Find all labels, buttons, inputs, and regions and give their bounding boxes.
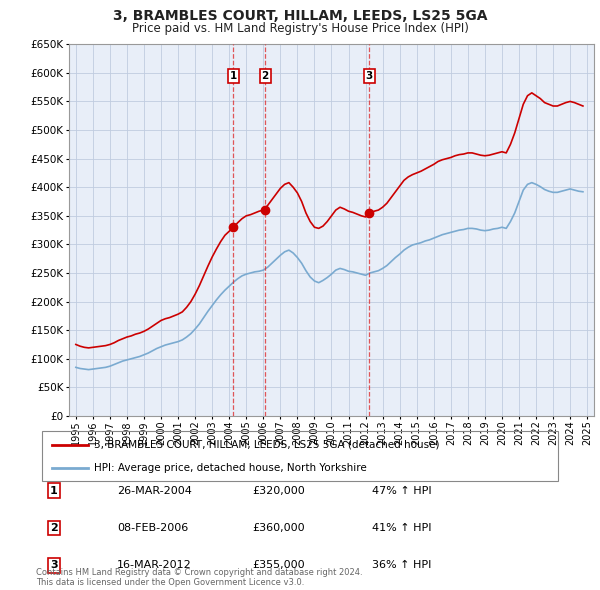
Text: 3: 3 bbox=[50, 560, 58, 570]
Text: 3: 3 bbox=[365, 71, 373, 81]
Text: 1: 1 bbox=[230, 71, 237, 81]
Text: 16-MAR-2012: 16-MAR-2012 bbox=[117, 560, 192, 570]
Text: 1: 1 bbox=[50, 486, 58, 496]
Text: 08-FEB-2006: 08-FEB-2006 bbox=[117, 523, 188, 533]
Text: £320,000: £320,000 bbox=[252, 486, 305, 496]
Text: HPI: Average price, detached house, North Yorkshire: HPI: Average price, detached house, Nort… bbox=[94, 463, 367, 473]
Text: 2: 2 bbox=[262, 71, 269, 81]
Text: 36% ↑ HPI: 36% ↑ HPI bbox=[372, 560, 431, 570]
Text: £360,000: £360,000 bbox=[252, 523, 305, 533]
Text: 47% ↑ HPI: 47% ↑ HPI bbox=[372, 486, 431, 496]
Text: Price paid vs. HM Land Registry's House Price Index (HPI): Price paid vs. HM Land Registry's House … bbox=[131, 22, 469, 35]
Text: Contains HM Land Registry data © Crown copyright and database right 2024.
This d: Contains HM Land Registry data © Crown c… bbox=[36, 568, 362, 587]
Text: 2: 2 bbox=[50, 523, 58, 533]
Text: 3, BRAMBLES COURT, HILLAM, LEEDS, LS25 5GA (detached house): 3, BRAMBLES COURT, HILLAM, LEEDS, LS25 5… bbox=[94, 440, 439, 450]
Text: 26-MAR-2004: 26-MAR-2004 bbox=[117, 486, 192, 496]
Text: £355,000: £355,000 bbox=[252, 560, 305, 570]
Text: 3, BRAMBLES COURT, HILLAM, LEEDS, LS25 5GA: 3, BRAMBLES COURT, HILLAM, LEEDS, LS25 5… bbox=[113, 9, 487, 23]
Text: 41% ↑ HPI: 41% ↑ HPI bbox=[372, 523, 431, 533]
